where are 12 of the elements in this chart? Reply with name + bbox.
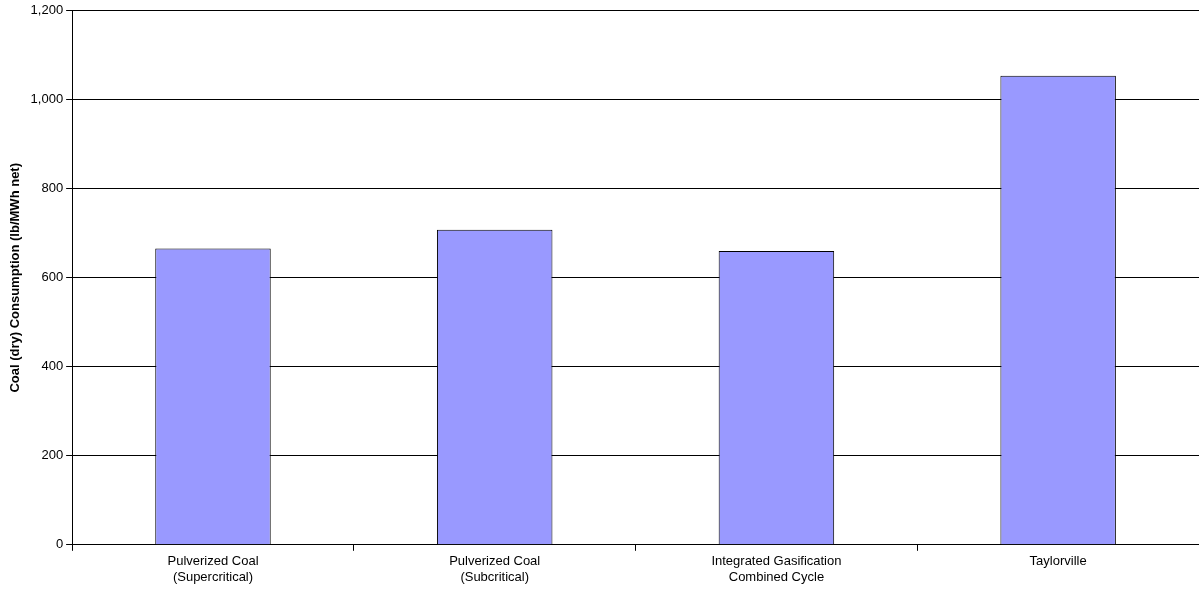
y-tick-label: 200 <box>41 447 64 463</box>
x-tick-label: Pulverized Coal (Supercritical) <box>167 553 259 584</box>
y-axis-title: Coal (dry) Consumption (lb/MWh net) <box>7 162 23 393</box>
y-tick-label: 1,200 <box>30 2 64 18</box>
x-tick-label: Pulverized Coal (Subcritical) <box>449 553 541 584</box>
y-tick-label: 800 <box>41 180 64 196</box>
y-tick-label: 600 <box>41 269 64 285</box>
y-tick-label: 0 <box>55 536 64 552</box>
y-tick-label: 1,000 <box>30 91 64 107</box>
x-tick-label: Integrated Gasification Combined Cycle <box>711 553 842 584</box>
x-tick-label: Taylorville <box>1029 553 1087 569</box>
y-tick-label: 400 <box>41 358 64 374</box>
